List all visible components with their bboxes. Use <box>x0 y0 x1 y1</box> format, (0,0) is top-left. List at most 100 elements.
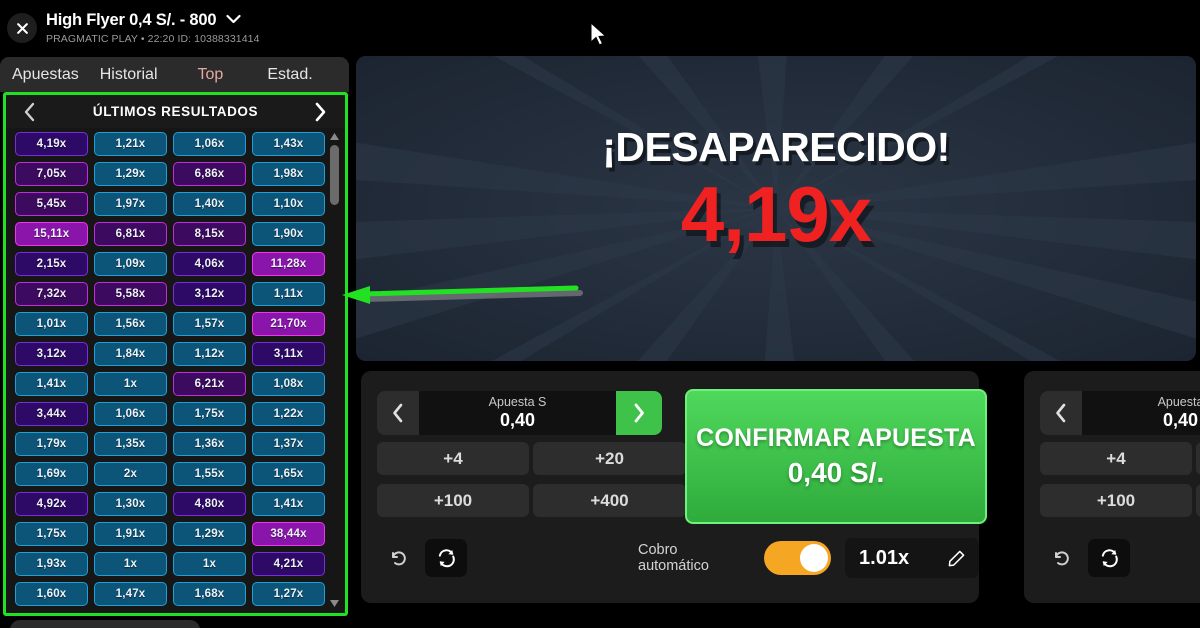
result-tile[interactable]: 6,81x <box>94 222 167 246</box>
result-tile[interactable]: 1,65x <box>252 462 325 486</box>
result-tile[interactable]: 1,22x <box>252 402 325 426</box>
result-tile[interactable]: 1,47x <box>94 582 167 606</box>
result-tile[interactable]: 1,79x <box>15 432 88 456</box>
undo-button-right[interactable] <box>1040 539 1082 577</box>
result-tile[interactable]: 1,12x <box>173 342 246 366</box>
result-tile[interactable]: 1,75x <box>15 522 88 546</box>
bet-decrease-button[interactable] <box>377 391 419 435</box>
quick-bet-4[interactable]: +4 <box>377 442 529 475</box>
result-tile[interactable]: 1x <box>173 552 246 576</box>
bet-amount-field[interactable]: Apuesta S 0,40 <box>419 391 616 435</box>
undo-button[interactable] <box>377 539 419 577</box>
result-tile[interactable]: 2,15x <box>15 252 88 276</box>
result-tile[interactable]: 7,05x <box>15 162 88 186</box>
quick-bet-20[interactable]: +20 <box>533 442 686 475</box>
result-tile[interactable]: 1,36x <box>173 432 246 456</box>
result-tile[interactable]: 3,12x <box>15 342 88 366</box>
result-tile[interactable]: 1,97x <box>94 192 167 216</box>
result-tile[interactable]: 1,08x <box>252 372 325 396</box>
quick-bet-400-right[interactable] <box>1196 484 1200 517</box>
result-tile[interactable]: 1,27x <box>252 582 325 606</box>
result-tile[interactable]: 4,06x <box>173 252 246 276</box>
result-tile[interactable]: 1,35x <box>94 432 167 456</box>
result-tile[interactable]: 3,11x <box>252 342 325 366</box>
result-tile[interactable]: 38,44x <box>252 522 325 546</box>
result-tile[interactable]: 21,70x <box>252 312 325 336</box>
result-tile[interactable]: 1,55x <box>173 462 246 486</box>
bet-increase-button[interactable] <box>616 391 662 435</box>
result-tile[interactable]: 15,11x <box>15 222 88 246</box>
result-tile[interactable]: 3,44x <box>15 402 88 426</box>
auto-cashout-toggle[interactable] <box>764 541 832 575</box>
result-tile[interactable]: 4,21x <box>252 552 325 576</box>
close-button[interactable] <box>7 13 37 43</box>
result-tile[interactable]: 4,19x <box>15 132 88 156</box>
scrollbar-thumb[interactable] <box>330 145 339 205</box>
caret-up-icon[interactable] <box>329 131 340 142</box>
result-tile[interactable]: 1,29x <box>94 162 167 186</box>
repeat-button-right[interactable] <box>1088 539 1130 577</box>
result-tile[interactable]: 1,56x <box>94 312 167 336</box>
hidden-panel-sliver <box>10 620 200 628</box>
result-tile[interactable]: 1,30x <box>94 492 167 516</box>
result-tile[interactable]: 1,75x <box>173 402 246 426</box>
result-tile[interactable]: 11,28x <box>252 252 325 276</box>
auto-cashout-value-field[interactable]: 1.01x <box>845 538 979 578</box>
result-tile[interactable]: 1,40x <box>173 192 246 216</box>
quick-bet-20-right[interactable] <box>1196 442 1200 475</box>
result-tile[interactable]: 1,10x <box>252 192 325 216</box>
tab-top[interactable]: Top <box>197 65 224 83</box>
results-grid-wrap: 4,19x 1,21x 1,06x 1,43x 7,05x 1,29x 6,86x 1,98x… <box>6 128 345 613</box>
result-tile[interactable]: 1,29x <box>173 522 246 546</box>
result-tile[interactable]: 1,06x <box>94 402 167 426</box>
result-tile[interactable]: 6,86x <box>173 162 246 186</box>
quick-bet-100-right[interactable]: +100 <box>1040 484 1192 517</box>
result-tile[interactable]: 1,91x <box>94 522 167 546</box>
result-tile[interactable]: 1,60x <box>15 582 88 606</box>
chevron-down-icon[interactable] <box>226 12 241 28</box>
results-prev-button[interactable] <box>12 95 46 128</box>
pencil-icon[interactable] <box>948 550 965 567</box>
result-tile[interactable]: 1,21x <box>94 132 167 156</box>
confirm-bet-button[interactable]: CONFIRMAR APUESTA 0,40 S/. <box>685 389 987 524</box>
result-tile[interactable]: 7,32x <box>15 282 88 306</box>
results-next-button[interactable] <box>303 95 337 128</box>
result-tile[interactable]: 1,68x <box>173 582 246 606</box>
result-tile[interactable]: 5,58x <box>94 282 167 306</box>
result-tile[interactable]: 5,45x <box>15 192 88 216</box>
repeat-button[interactable] <box>425 539 467 577</box>
result-tile[interactable]: 1x <box>94 552 167 576</box>
results-scrollbar[interactable] <box>328 131 341 609</box>
result-tile[interactable]: 1,93x <box>15 552 88 576</box>
result-tile[interactable]: 2x <box>94 462 167 486</box>
result-tile[interactable]: 1,84x <box>94 342 167 366</box>
result-tile[interactable]: 8,15x <box>173 222 246 246</box>
result-tile[interactable]: 6,21x <box>173 372 246 396</box>
result-tile[interactable]: 1,01x <box>15 312 88 336</box>
tab-apuestas[interactable]: Apuestas <box>12 65 79 83</box>
result-tile[interactable]: 1x <box>94 372 167 396</box>
tab-estad[interactable]: Estad. <box>267 65 313 83</box>
quick-bet-4-right[interactable]: +4 <box>1040 442 1192 475</box>
result-tile[interactable]: 1,69x <box>15 462 88 486</box>
result-tile[interactable]: 1,09x <box>94 252 167 276</box>
result-tile[interactable]: 1,90x <box>252 222 325 246</box>
result-tile[interactable]: 1,43x <box>252 132 325 156</box>
result-tile[interactable]: 1,06x <box>173 132 246 156</box>
result-tile[interactable]: 1,11x <box>252 282 325 306</box>
tab-historial[interactable]: Historial <box>99 65 158 83</box>
quick-bet-100[interactable]: +100 <box>377 484 529 517</box>
bet-amount-field-right[interactable]: Apuesta 0,40 <box>1082 391 1200 435</box>
result-tile[interactable]: 1,57x <box>173 312 246 336</box>
result-tile[interactable]: 3,12x <box>173 282 246 306</box>
result-tile[interactable]: 1,41x <box>15 372 88 396</box>
result-tile[interactable]: 1,37x <box>252 432 325 456</box>
quick-bet-400[interactable]: +400 <box>533 484 686 517</box>
result-tile[interactable]: 1,98x <box>252 162 325 186</box>
result-tile[interactable]: 4,80x <box>173 492 246 516</box>
result-tile[interactable]: 1,41x <box>252 492 325 516</box>
bet-decrease-button-right[interactable] <box>1040 391 1082 435</box>
caret-down-icon[interactable] <box>329 598 340 609</box>
result-tile[interactable]: 4,92x <box>15 492 88 516</box>
